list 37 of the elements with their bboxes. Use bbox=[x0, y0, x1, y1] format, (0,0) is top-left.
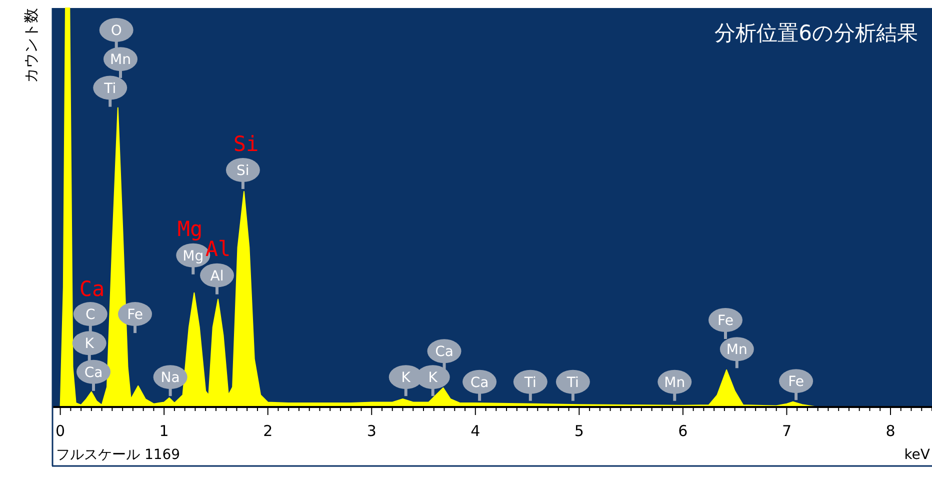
annotation: Mn bbox=[664, 374, 686, 391]
annotation: Na bbox=[160, 370, 180, 386]
annotation: Si bbox=[236, 162, 250, 179]
annotation: Mg bbox=[177, 217, 203, 241]
x-tick-label: 3 bbox=[366, 422, 376, 440]
y-axis-title: カウント数 bbox=[22, 8, 40, 83]
x-tick-label: 7 bbox=[782, 422, 792, 440]
annotation: Mn bbox=[110, 52, 131, 68]
annotation: Ti bbox=[103, 80, 116, 97]
annotation: Al bbox=[210, 268, 224, 284]
annotation: K bbox=[84, 336, 95, 352]
annotation: C bbox=[86, 307, 96, 324]
annotation: Ca bbox=[84, 364, 103, 381]
annotation: K bbox=[428, 370, 438, 386]
annotation: Ti bbox=[566, 374, 579, 391]
x-tick-label: 0 bbox=[56, 422, 66, 440]
x-tick-label: 1 bbox=[159, 422, 169, 440]
annotation: K bbox=[401, 370, 412, 386]
annotation: Ca bbox=[470, 374, 489, 391]
annotation: O bbox=[110, 22, 122, 39]
x-tick-label: 2 bbox=[263, 422, 273, 440]
annotation: Mg bbox=[182, 248, 204, 264]
annotation: Si bbox=[233, 132, 259, 156]
x-tick-label: 5 bbox=[574, 422, 584, 440]
annotation: Fe bbox=[718, 313, 734, 330]
annotation: Ca bbox=[435, 344, 454, 360]
annotation: Ca bbox=[79, 277, 105, 301]
text: フルスケール 1169 bbox=[56, 447, 180, 463]
x-tick-label: 4 bbox=[470, 422, 480, 440]
annotation: Ti bbox=[523, 374, 536, 391]
annotation: Mn bbox=[726, 342, 748, 358]
annotation: Fe bbox=[127, 307, 143, 324]
annotation: Fe bbox=[788, 374, 804, 390]
x-tick-label: 8 bbox=[886, 422, 896, 440]
x-tick-label: 6 bbox=[678, 422, 688, 440]
text: 分析位置6の分析結果 bbox=[714, 21, 918, 45]
x-axis-title: keV bbox=[904, 447, 930, 463]
